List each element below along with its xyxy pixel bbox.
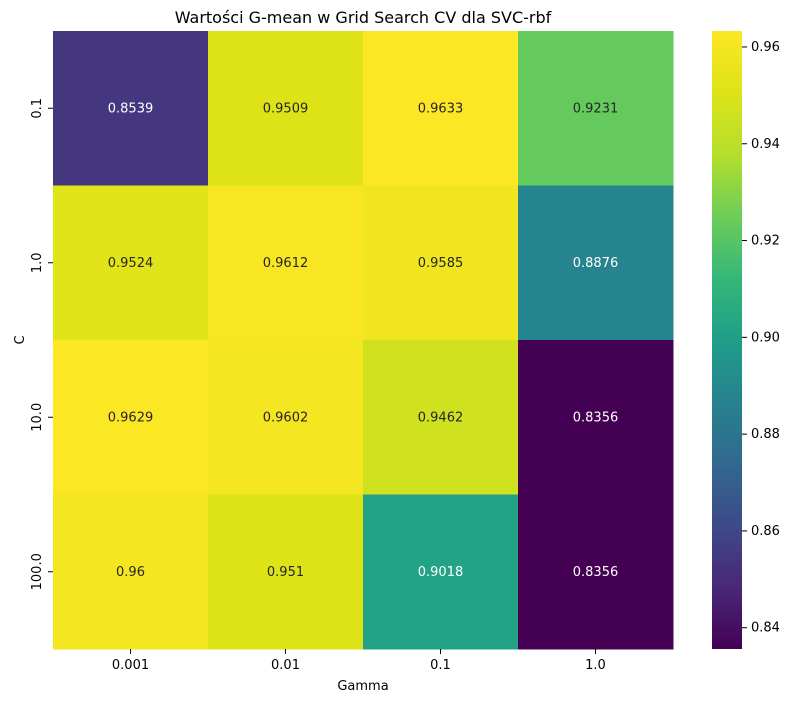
heatmap-cell: [208, 494, 364, 650]
cell-value-label: 0.9602: [263, 410, 309, 425]
y-tick-label: 0.1: [30, 98, 45, 119]
colorbar-axis: 0.84 0.86 0.88 0.90 0.92 0.94 0.96: [742, 40, 780, 636]
cell-value-label: 0.8539: [108, 101, 154, 116]
heatmap-cell: [208, 340, 364, 495]
heatmap-cell: [518, 31, 674, 186]
x-tick-label: 0.01: [271, 658, 300, 673]
y-axis-label: C: [13, 335, 28, 344]
heatmap-cell: [363, 494, 519, 650]
colorbar-tick-label: 0.90: [751, 330, 780, 345]
x-tick-label: 0.001: [112, 658, 149, 673]
y-tick-label: 1.0: [30, 252, 45, 273]
cell-value-label: 0.8876: [573, 256, 619, 271]
cell-value-label: 0.9524: [108, 256, 154, 271]
heatmap-cell: [518, 185, 674, 341]
colorbar-tick-label: 0.84: [751, 621, 780, 636]
cell-value-label: 0.8356: [573, 410, 619, 425]
colorbar-tick-label: 0.94: [751, 137, 780, 152]
heatmap-cell: [53, 185, 209, 341]
heatmap-cell: [208, 185, 364, 341]
chart-title: Wartości G-mean w Grid Search CV dla SVC…: [175, 8, 552, 27]
cell-value-label: 0.9629: [108, 410, 154, 425]
x-tick-label: 1.0: [585, 658, 606, 673]
colorbar-tick-label: 0.86: [751, 524, 780, 539]
heatmap-cell: [363, 31, 519, 186]
colorbar: [712, 31, 742, 649]
cell-value-label: 0.9612: [263, 256, 309, 271]
cell-value-label: 0.9633: [418, 101, 464, 116]
heatmap-cell: [208, 31, 364, 186]
cell-value-label: 0.96: [116, 565, 145, 580]
cell-value-label: 0.9018: [418, 565, 464, 580]
x-axis-label: Gamma: [337, 679, 388, 694]
heatmap-cell: [363, 340, 519, 495]
colorbar-tick-label: 0.96: [751, 40, 780, 55]
y-tick-label: 10.0: [30, 403, 45, 432]
heatmap-cell: [518, 340, 674, 495]
heatmap-cell: [53, 340, 209, 495]
x-tick-label: 0.1: [430, 658, 451, 673]
cell-value-label: 0.9462: [418, 410, 464, 425]
colorbar-tick-label: 0.88: [751, 427, 780, 442]
heatmap-cell: [53, 494, 209, 650]
heatmap-cell: [363, 185, 519, 341]
cell-value-label: 0.9509: [263, 101, 309, 116]
cell-value-label: 0.9585: [418, 256, 464, 271]
x-axis: 0.001 0.01 0.1 1.0: [112, 649, 606, 673]
heatmap-cells: 0.8539 0.9509 0.9633 0.9231 0.9524 0.9612 0.95…: [53, 31, 674, 650]
heatmap-cell: [53, 31, 209, 186]
y-axis: 0.1 1.0 10.0 100.0: [30, 98, 53, 590]
cell-value-label: 0.951: [267, 565, 304, 580]
heatmap-cell: [518, 494, 674, 650]
cell-value-label: 0.8356: [573, 565, 619, 580]
colorbar-tick-label: 0.92: [751, 234, 780, 249]
y-tick-label: 100.0: [30, 553, 45, 590]
cell-value-label: 0.9231: [573, 101, 619, 116]
